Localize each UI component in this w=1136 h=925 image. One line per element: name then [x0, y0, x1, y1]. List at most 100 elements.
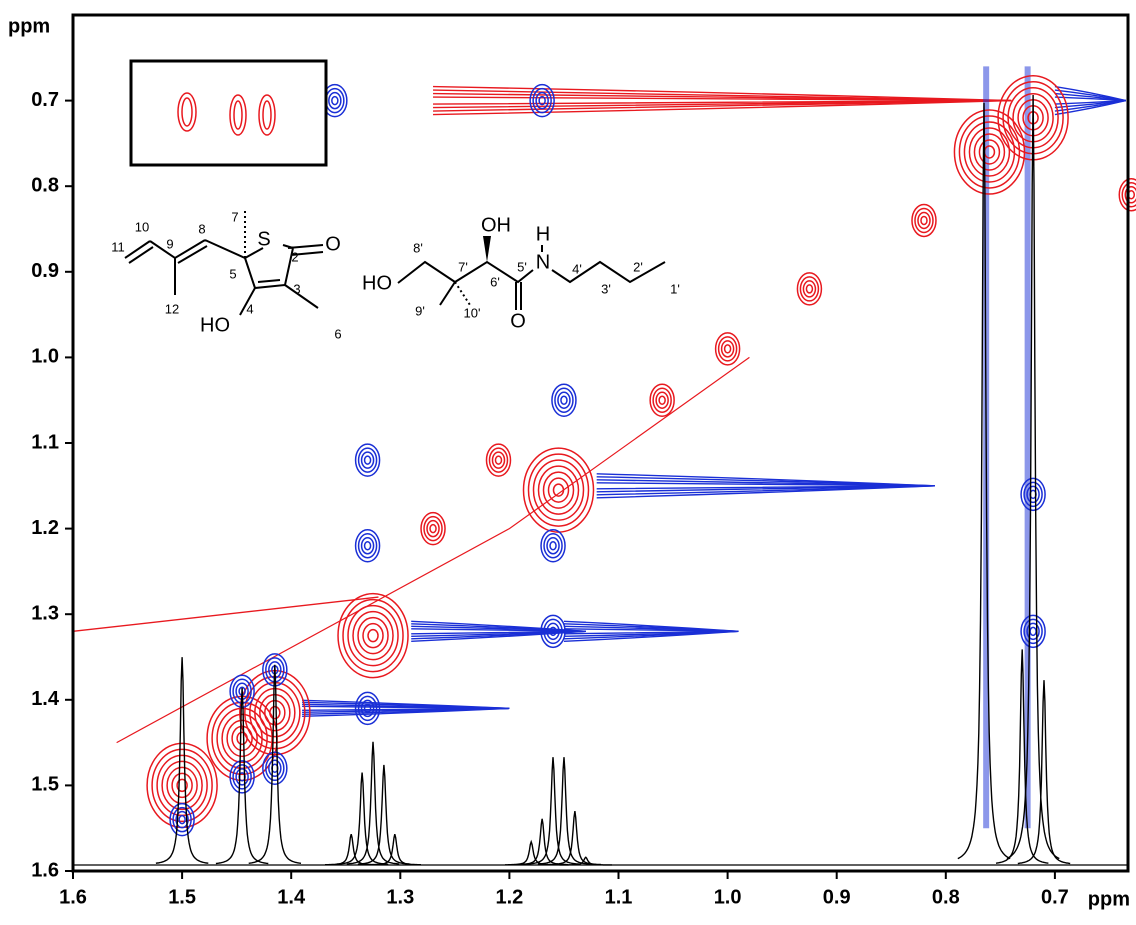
contour: [542, 471, 575, 509]
contour: [714, 332, 741, 366]
contour: [551, 383, 577, 417]
contour: [354, 528, 381, 563]
peak: [796, 272, 823, 306]
contour: [429, 523, 437, 534]
contour: [557, 391, 571, 409]
contour: [958, 115, 1021, 189]
contour: [547, 477, 570, 503]
contour: [161, 760, 203, 811]
peak: [551, 383, 577, 417]
contour: [367, 628, 379, 643]
x-tick-label: 0.7: [1041, 886, 1069, 908]
contour: [914, 207, 934, 234]
contour: [720, 340, 735, 358]
contour: [232, 764, 252, 790]
atom-label: 12: [165, 301, 179, 316]
contour: [532, 87, 552, 114]
peak: [649, 383, 675, 417]
y-tick-label: 0.9: [31, 260, 59, 282]
trace-peak: [1006, 94, 1060, 860]
atom-label: 7: [231, 209, 238, 224]
contour: [799, 276, 820, 302]
contour: [494, 455, 503, 465]
y-tick-label: 1.5: [31, 774, 59, 796]
contour: [554, 387, 574, 413]
peak: [540, 528, 566, 563]
contour: [347, 604, 399, 667]
contour: [537, 465, 580, 515]
contour: [360, 536, 375, 555]
contour: [485, 443, 512, 477]
trace-peak: [957, 102, 1011, 860]
contour: [546, 622, 560, 641]
contour: [1023, 481, 1043, 508]
contour: [226, 719, 258, 758]
contour: [963, 121, 1016, 183]
y-tick-label: 1.4: [31, 688, 60, 710]
atom-label: 4': [572, 261, 582, 276]
contour: [527, 453, 590, 527]
contour: [151, 748, 213, 823]
atom-label: O: [510, 310, 526, 332]
peak: [169, 802, 195, 837]
y-tick-label: 1.3: [31, 602, 59, 624]
contour: [328, 91, 342, 110]
contour: [805, 284, 814, 294]
contour: [552, 483, 565, 497]
x-tick-label: 0.8: [932, 886, 960, 908]
atom-label: 9': [415, 303, 425, 318]
contour: [649, 383, 675, 417]
contour: [973, 133, 1006, 171]
contour: [560, 395, 568, 405]
x-tick-label: 1.1: [605, 886, 633, 908]
contour: [360, 699, 375, 718]
contour: [1121, 182, 1136, 208]
contour: [1118, 178, 1136, 212]
atom-label: 8: [198, 221, 205, 236]
contour: [420, 511, 446, 546]
atom-label: 2: [291, 249, 298, 264]
contour: [264, 699, 286, 726]
contour: [658, 395, 666, 405]
y-tick-label: 0.8: [31, 174, 59, 196]
contour: [652, 387, 672, 413]
trace-peak: [215, 687, 269, 865]
contour: [342, 598, 404, 673]
streak: [116, 356, 750, 744]
contour: [717, 336, 738, 362]
y-tick-label: 1.0: [31, 346, 59, 368]
structure-1: 11 10 9 8 7 S 2 O 5 3 12 HO 4 6: [111, 209, 341, 341]
contour: [268, 759, 282, 778]
contour: [655, 391, 669, 409]
atom-label: 5': [517, 259, 527, 274]
contour: [357, 695, 378, 722]
atom-label: 6': [490, 274, 500, 289]
peak: [522, 447, 595, 533]
trace-peak: [248, 664, 302, 864]
contour: [363, 455, 372, 465]
contour: [249, 681, 301, 744]
contour: [229, 760, 255, 794]
contour: [1020, 477, 1046, 512]
contour: [360, 451, 375, 469]
contour: [802, 280, 817, 298]
trace-peak: [526, 757, 580, 865]
contour: [362, 622, 384, 649]
contour: [920, 215, 928, 226]
streaks: [72, 66, 1126, 829]
atom-label: 4: [246, 301, 253, 316]
contour: [176, 778, 188, 793]
peak: [911, 203, 937, 238]
atom-label: 1': [670, 281, 680, 296]
trace-peak: [995, 649, 1049, 864]
contour: [540, 614, 566, 649]
contour: [1124, 186, 1136, 204]
contour: [236, 731, 248, 746]
contour: [229, 674, 255, 708]
contour: [172, 806, 192, 833]
contour: [543, 532, 563, 559]
atom-label: 6: [334, 326, 341, 341]
contour: [543, 618, 563, 645]
contour: [354, 691, 381, 726]
